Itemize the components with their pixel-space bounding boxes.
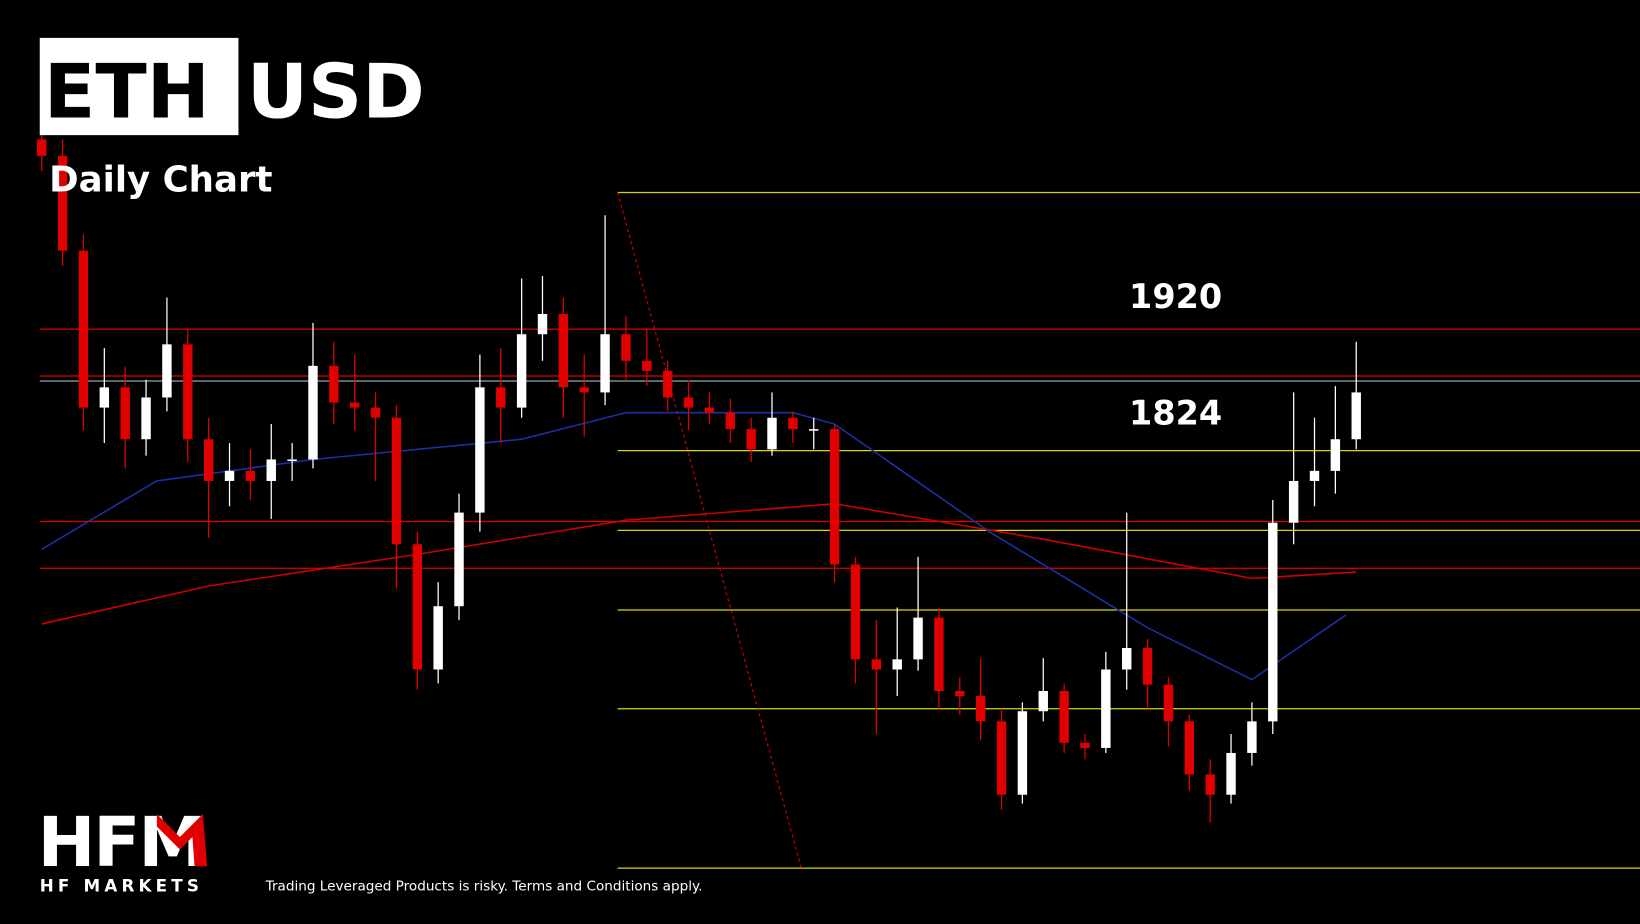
candle-body — [621, 334, 631, 361]
disclaimer: Trading Leveraged Products is risky. Ter… — [265, 878, 703, 894]
candle-body — [579, 387, 589, 393]
level-label: 1920 — [1129, 277, 1222, 316]
candle-body — [1122, 647, 1132, 670]
candle-body — [1163, 684, 1174, 722]
candle-body — [516, 334, 527, 408]
candle-body — [203, 439, 214, 481]
level-label: 1824 — [1129, 393, 1222, 432]
candle-body — [78, 250, 89, 408]
candle-body — [412, 544, 423, 670]
candle-body — [704, 407, 715, 413]
ticker-box — [39, 37, 239, 136]
candle-body — [1101, 669, 1111, 748]
candle-body — [99, 387, 110, 408]
candle-body — [287, 459, 297, 462]
candle-body — [871, 659, 882, 670]
candle-body — [725, 412, 735, 430]
candle-body — [642, 360, 652, 371]
candle-body — [1184, 721, 1195, 775]
candle-body — [829, 429, 840, 565]
candle-body — [496, 387, 506, 408]
candle-body — [788, 417, 798, 430]
candle-body — [1268, 522, 1278, 722]
candle-body — [1205, 774, 1215, 795]
candle-body — [1330, 439, 1341, 471]
candle-body — [558, 313, 569, 388]
candle-body — [308, 365, 318, 460]
candle-body — [391, 417, 402, 545]
candle-body — [1059, 690, 1069, 743]
candle-body — [120, 387, 130, 440]
brand: HF MARKETS — [40, 875, 203, 895]
candle-body — [162, 344, 172, 398]
candle-body — [934, 617, 944, 691]
candle-body — [537, 313, 548, 335]
candle-body — [1038, 690, 1048, 712]
candle-body — [141, 397, 151, 440]
candle-body — [746, 429, 756, 450]
candle-body — [266, 459, 276, 481]
logo-accent — [156, 813, 208, 867]
candle-body — [850, 564, 861, 660]
candle-body — [913, 617, 923, 660]
candle-body — [37, 139, 47, 156]
candle-body — [1017, 711, 1028, 795]
candle-body — [350, 402, 360, 408]
candle-body — [955, 690, 965, 697]
candle-body — [975, 696, 986, 722]
candle-body — [370, 407, 381, 418]
candle-body — [1142, 647, 1153, 685]
candle-body — [1247, 721, 1257, 753]
ticker-quote: USD — [247, 47, 425, 135]
candle-body — [809, 429, 819, 431]
candle-body — [183, 344, 193, 440]
candle-body — [57, 155, 68, 251]
ticker-base: ETH — [44, 47, 210, 135]
candle-body — [1080, 742, 1090, 748]
candle-body — [1309, 470, 1320, 481]
candle-body — [662, 370, 673, 398]
candle-body — [1226, 752, 1236, 795]
candle-body — [224, 470, 235, 481]
candle-body — [767, 417, 777, 450]
candle-body — [329, 365, 339, 403]
candle-body — [892, 659, 902, 670]
plot: 1920 1824 — [37, 120, 1640, 869]
candle-body — [433, 606, 443, 670]
candle-body — [245, 470, 256, 481]
candle-body — [475, 387, 485, 513]
candle-body — [996, 721, 1007, 795]
moving-average — [41, 502, 1357, 625]
candle-body — [683, 397, 694, 408]
subtitle: Daily Chart — [49, 160, 272, 201]
candle-body — [1351, 392, 1361, 440]
candle-body — [454, 512, 464, 607]
candle-body — [600, 334, 610, 393]
candle-body — [1288, 480, 1299, 523]
